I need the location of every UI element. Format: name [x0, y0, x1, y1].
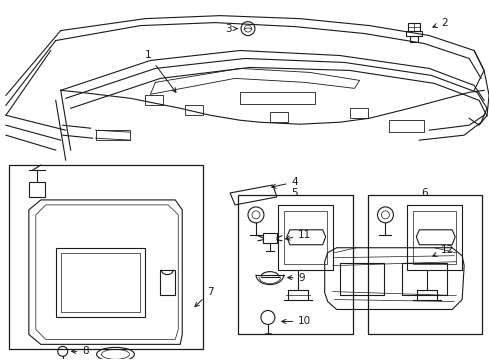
Bar [61, 253, 141, 312]
Bar [146, 95, 163, 105]
Text: 7: 7 [195, 287, 214, 307]
Bar [408, 23, 420, 31]
Bar [414, 211, 456, 264]
Bar [402, 263, 447, 294]
Text: 11: 11 [286, 230, 311, 240]
Bar [263, 233, 277, 243]
Text: 4: 4 [271, 177, 298, 188]
Text: 9: 9 [288, 273, 305, 283]
Bar [284, 211, 327, 264]
Text: 6: 6 [421, 188, 428, 198]
Bar [406, 31, 422, 36]
Bar [185, 105, 203, 115]
Bar [278, 205, 333, 270]
Text: 1: 1 [145, 50, 176, 92]
Text: 8: 8 [72, 346, 89, 356]
Bar [29, 182, 45, 197]
Text: 3: 3 [225, 24, 237, 33]
Bar [349, 108, 368, 118]
Bar [160, 270, 175, 294]
Bar [270, 112, 288, 122]
Bar [9, 165, 203, 349]
Circle shape [245, 25, 251, 32]
Bar [238, 195, 353, 334]
Text: 10: 10 [282, 316, 311, 327]
Bar [390, 120, 424, 132]
Bar [240, 92, 315, 104]
Bar [407, 205, 462, 270]
Bar [340, 263, 385, 294]
Bar [96, 130, 130, 140]
Bar [368, 195, 482, 334]
Text: 5: 5 [292, 188, 298, 198]
Text: 12: 12 [433, 245, 454, 256]
Bar [410, 36, 418, 41]
Text: 2: 2 [433, 18, 447, 28]
Bar [56, 248, 146, 318]
